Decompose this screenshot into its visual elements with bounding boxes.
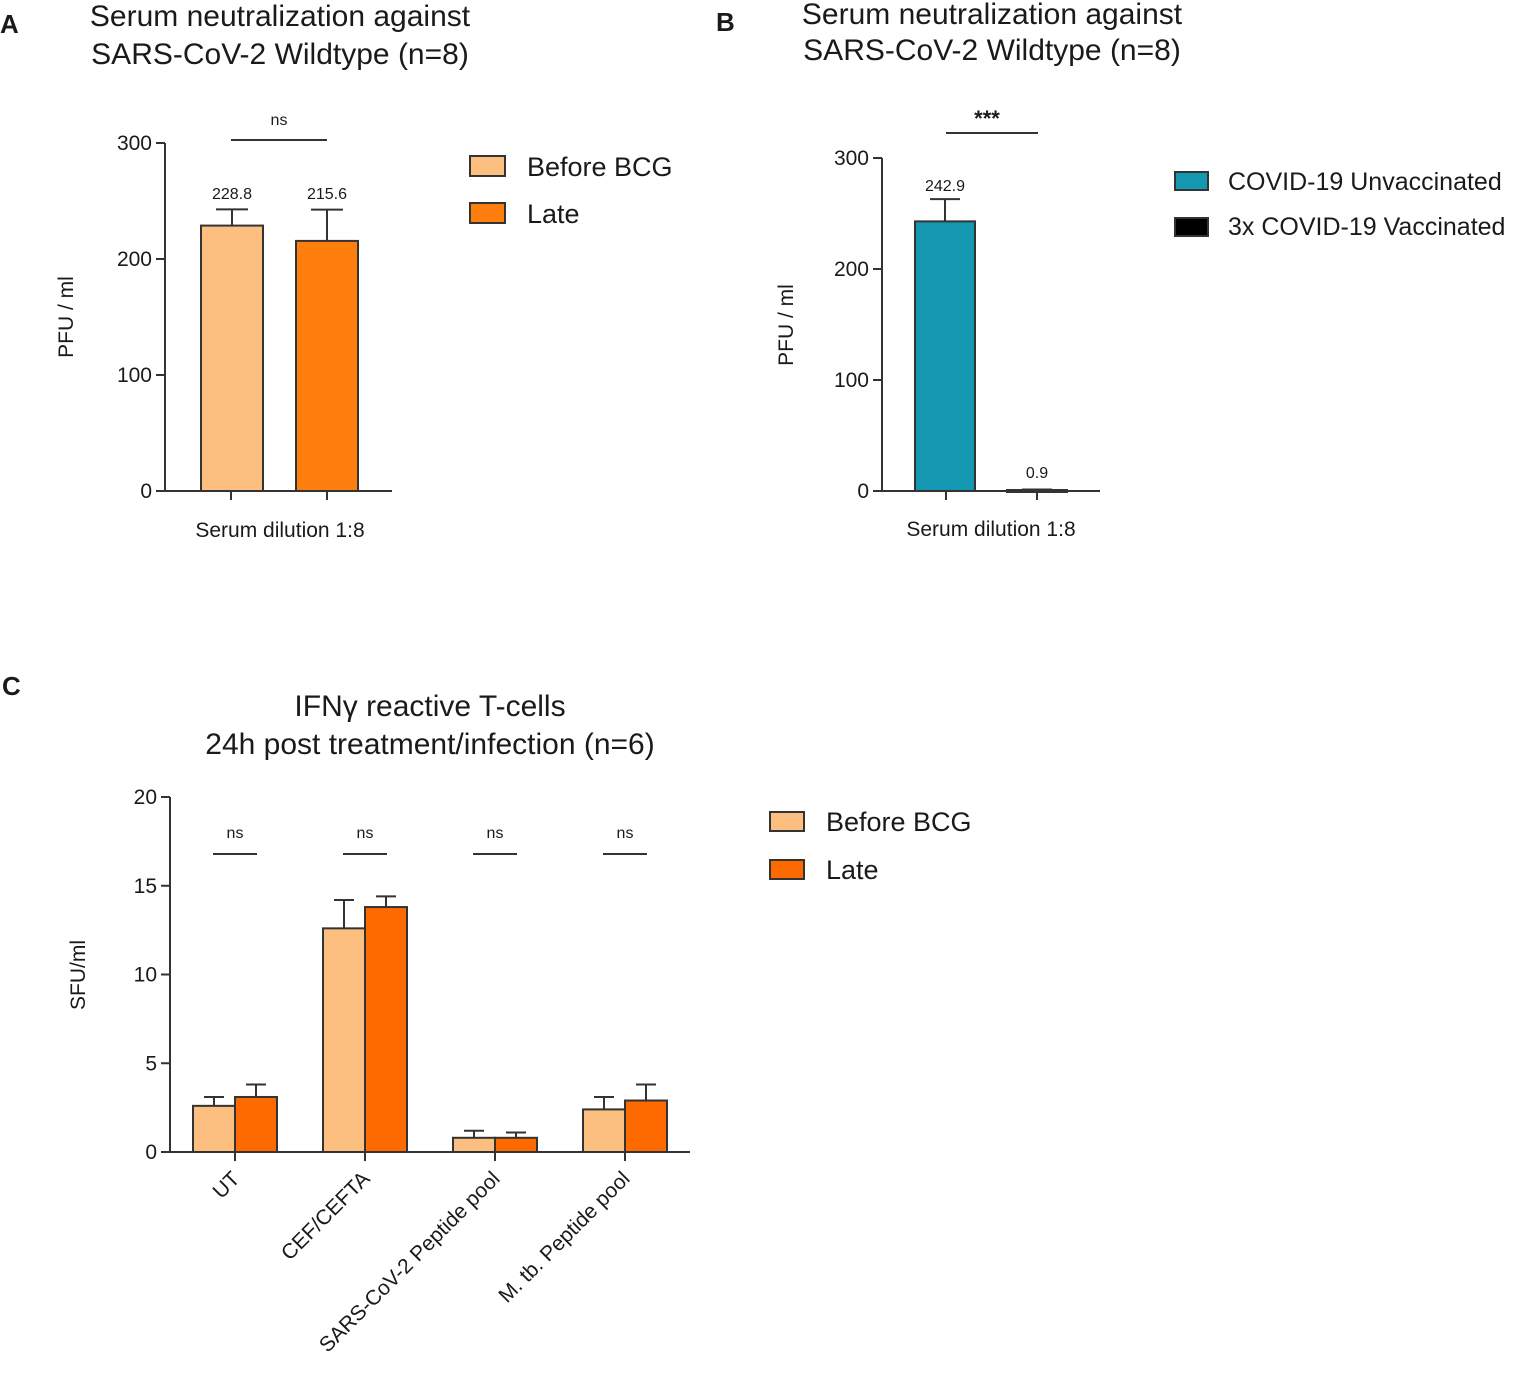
panel-b-bar — [1006, 489, 1068, 494]
panel-b-title-line1: Serum neutralization against — [802, 0, 1183, 31]
panel-b-y-tick-label: 200 — [834, 258, 869, 281]
panel-c-title-line1: IFNγ reactive T-cells — [294, 690, 565, 723]
panel-b-bar — [914, 220, 976, 492]
legend-swatch-before-bcg-c — [769, 811, 805, 832]
panel-b-y-tick-label: 300 — [834, 147, 869, 170]
legend-swatch-late — [469, 202, 506, 224]
panel-a-title-line2: SARS-CoV-2 Wildtype (n=8) — [91, 38, 469, 71]
panel-c-bar — [624, 1099, 668, 1154]
panel-c-sig-label: ns — [487, 825, 504, 842]
panel-c-bar — [192, 1104, 236, 1153]
panel-b-legend: COVID-19 Unvaccinated 3x COVID-19 Vaccin… — [1174, 168, 1505, 241]
panel-a-y-tick-label: 100 — [117, 364, 152, 387]
panel-c-category-label: CEF/CEFTA — [277, 1167, 375, 1265]
panel-a-bar — [200, 224, 264, 492]
legend-label-before-bcg-c: Before BCG — [826, 807, 972, 837]
panel-c-significance: ns ns ns ns — [213, 825, 647, 855]
legend-swatch-vaccinated — [1174, 217, 1209, 237]
panel-a-letter: A — [0, 9, 19, 39]
legend-label-unvaccinated: COVID-19 Unvaccinated — [1228, 168, 1502, 196]
panel-b-data-label: 242.9 — [925, 178, 965, 195]
panel-c-sig-label: ns — [227, 825, 244, 842]
panel-c-bars — [192, 895, 668, 1154]
panel-b-sig-label: *** — [974, 106, 1000, 131]
panel-a-data-label: 228.8 — [212, 186, 252, 203]
panel-c-bar — [234, 1095, 278, 1153]
panel-a-ylabel: PFU / ml — [55, 276, 78, 358]
legend-label-before-bcg: Before BCG — [527, 152, 673, 182]
panel-c-y-tick-label: 15 — [134, 875, 157, 898]
panel-a-bars: 228.8 215.6 — [200, 186, 359, 500]
panel-c-bar — [364, 906, 408, 1153]
panel-c-y-tick-label: 0 — [145, 1141, 157, 1164]
panel-b-letter: B — [716, 7, 735, 37]
panel-a-y-tick-label: 300 — [117, 132, 152, 155]
panel-c-y-tick-label: 5 — [145, 1052, 157, 1075]
panel-a-sig-label: ns — [271, 112, 288, 129]
panel-c-bar — [582, 1108, 626, 1154]
panel-c-category-label: UT — [208, 1167, 244, 1203]
panel-c-y-tick-label: 10 — [134, 964, 157, 987]
legend-swatch-before-bcg — [469, 155, 506, 177]
panel-b: B Serum neutralization against SARS-CoV-… — [716, 0, 1505, 541]
legend-label-late-c: Late — [826, 855, 879, 885]
panel-b-title-line2: SARS-CoV-2 Wildtype (n=8) — [803, 34, 1181, 67]
panel-c-title-line2: 24h post treatment/infection (n=6) — [205, 728, 654, 761]
panel-c-sig-label: ns — [357, 825, 374, 842]
panel-c-bar — [322, 927, 366, 1153]
panel-a: A Serum neutralization against SARS-CoV-… — [0, 0, 673, 542]
panel-c-y-tick-label: 20 — [134, 786, 157, 809]
panel-c-bar — [494, 1136, 538, 1154]
legend-label-vaccinated: 3x COVID-19 Vaccinated — [1228, 213, 1505, 241]
panel-c-legend: Before BCG Late — [769, 807, 972, 885]
panel-a-y-tick-label: 0 — [140, 480, 152, 503]
panel-b-data-label: 0.9 — [1026, 465, 1048, 482]
panel-b-y-tick-label: 0 — [857, 480, 869, 503]
panel-b-bars: 242.9 0.9 — [914, 178, 1068, 500]
panel-c: C IFNγ reactive T-cells 24h post treatme… — [2, 671, 972, 1357]
panel-b-ylabel: PFU / ml — [775, 284, 798, 366]
panel-a-legend: Before BCG Late — [469, 152, 673, 229]
legend-swatch-unvaccinated — [1174, 171, 1209, 191]
panel-a-bar — [295, 239, 359, 492]
panel-c-sig-label: ns — [617, 825, 634, 842]
panel-a-title-line1: Serum neutralization against — [90, 0, 471, 33]
panel-c-category-label: M. tb. Peptide pool — [494, 1167, 634, 1307]
panel-c-ylabel: SFU/ml — [67, 940, 90, 1010]
panel-c-letter: C — [2, 671, 21, 701]
panel-b-xlabel: Serum dilution 1:8 — [906, 518, 1075, 541]
panel-a-data-label: 215.6 — [307, 186, 347, 203]
panel-c-bar — [452, 1136, 496, 1154]
legend-swatch-late-c — [769, 859, 805, 880]
panel-a-y-tick-label: 200 — [117, 248, 152, 271]
legend-label-late: Late — [527, 199, 580, 229]
panel-b-y-tick-label: 100 — [834, 369, 869, 392]
panel-a-xlabel: Serum dilution 1:8 — [195, 519, 364, 542]
